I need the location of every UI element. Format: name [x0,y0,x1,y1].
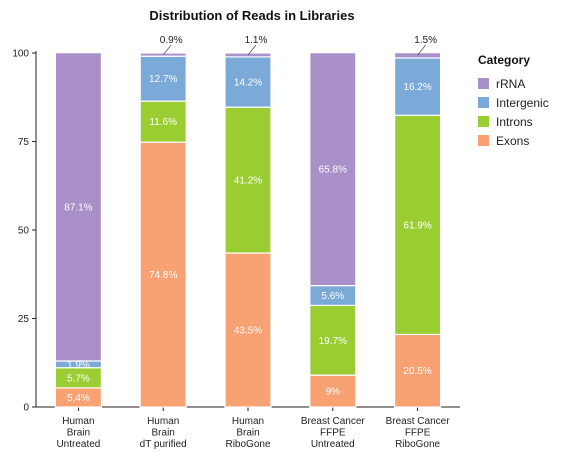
callout-label: 1.1% [245,35,268,46]
x-tick-label: Human [62,416,94,427]
x-tick-label: Untreated [311,439,355,450]
segment-label: 5.4% [67,393,90,404]
segment-label: 61.9% [403,220,431,231]
bar-segment-exons [139,141,187,408]
bar-segment-exons [224,252,272,408]
bar-segment-rrna [139,52,187,57]
segment-label: 74.8% [149,270,177,281]
bar-segment-intergenic [139,55,187,102]
y-tick-label: 100 [12,49,29,60]
x-tick-label: Brain [236,428,259,439]
chart-title: Distribution of Reads in Libraries [149,8,354,23]
segment-label: 5.7% [67,373,90,384]
x-tick-label: Brain [152,428,175,439]
segment-label: 65.8% [319,165,347,176]
bar-segment-introns [394,114,442,336]
segment-label: 11.6% [149,117,177,128]
y-tick-label: 75 [18,137,30,148]
bar-segment-exons [309,374,357,408]
x-tick-label: Untreated [56,439,100,450]
plot-area: 02550751005.4%5.7%1.9%87.1%HumanBrainUnt… [12,35,460,450]
y-tick-label: 50 [18,226,30,237]
bar-segment-rrna [309,52,357,287]
legend-label-intergenic: Intergenic [496,96,549,110]
segment-label: 41.2% [234,176,262,187]
segment-label: 14.2% [234,78,262,89]
legend: Category rRNA Intergenic Introns Exons [478,53,549,148]
x-tick-label: Breast Cancer [386,416,451,427]
x-tick-label: RiboGone [395,439,440,450]
segment-label: 9% [326,387,341,398]
bar-segment-intergenic [224,56,272,108]
y-tick-label: 25 [18,314,30,325]
x-tick-label: Breast Cancer [301,416,366,427]
callout-label: 0.9% [160,35,183,46]
legend-swatch-introns [478,116,489,127]
bar-segment-rrna [54,52,103,362]
callout-label: 1.5% [414,35,437,46]
x-tick-label: RiboGone [225,439,270,450]
legend-label-rrna: rRNA [496,77,525,91]
legend-title: Category [478,53,530,67]
bar-segment-rrna [394,52,442,59]
segment-label: 12.7% [149,74,177,85]
segment-label: 16.2% [403,82,431,93]
bar-segment-intergenic [394,57,442,116]
segment-label: 87.1% [64,202,92,213]
x-tick-label: dT purified [140,439,187,450]
x-tick-label: Human [147,416,179,427]
bar-segment-introns [309,304,357,376]
segment-label: 43.5% [234,326,262,337]
y-tick-label: 0 [23,403,29,414]
legend-label-exons: Exons [496,134,529,148]
legend-swatch-intergenic [478,97,489,108]
bar-segment-introns [139,100,187,143]
segment-label: 20.5% [403,366,431,377]
legend-swatch-exons [478,135,489,146]
legend-label-introns: Introns [496,115,533,129]
bar-segment-introns [224,106,272,254]
callout-line [417,44,426,56]
x-tick-label: Brain [67,428,90,439]
callout-line [162,44,172,55]
segment-label: 5.6% [321,291,344,302]
segment-label: 1.9% [67,360,90,371]
callout-line [247,44,257,56]
segment-label: 19.7% [319,336,347,347]
x-tick-label: FFPE [320,428,346,439]
x-tick-label: FFPE [405,428,431,439]
bar-segment-exons [394,333,442,408]
x-tick-label: Human [232,416,264,427]
legend-swatch-rrna [478,78,489,89]
